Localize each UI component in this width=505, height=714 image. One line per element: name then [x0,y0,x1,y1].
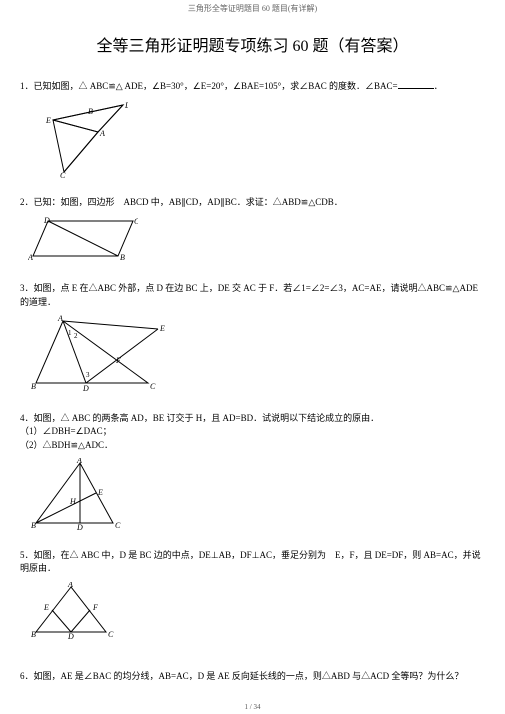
svg-text:A: A [57,315,63,323]
svg-text:B: B [88,107,93,116]
svg-text:F: F [115,356,121,365]
svg-text:B: B [31,382,36,391]
svg-text:D: D [124,101,128,110]
q5-figure: A B C D E F [28,582,485,645]
q5-text: 如图，在△ ABC 中，D 是 BC 边的中点，DE⊥AB，DF⊥AC，垂足分别… [20,550,481,574]
q4-num: 4． [20,413,34,423]
svg-text:E: E [45,116,51,125]
svg-text:E: E [159,324,165,333]
q4-text: 如图，△ ABC 的两条高 AD，BE 订交于 H，且 AD=BD．试说明以下结… [34,413,380,423]
q1-num: 1． [20,81,34,91]
question-5: 5．如图，在△ ABC 中，D 是 BC 边的中点，DE⊥AB，DF⊥AC，垂足… [20,549,485,645]
svg-text:E: E [97,488,103,497]
svg-text:A: A [76,458,82,465]
q3-num: 3． [20,283,34,293]
svg-text:1: 1 [68,329,72,337]
q1-text: 已知如图，△ ABC≌△ ADE，∠B=30°，∠E=20°，∠BAE=105°… [34,81,398,91]
q4-figure: A B D C E H [28,458,485,535]
q2-text: 已知：如图，四边形 ABCD 中，AB∥CD，AD∥BC．求证：△ABD≌△CD… [34,197,343,207]
q1-figure: A D E B C [28,100,485,183]
svg-text:B: B [31,630,36,639]
question-4: 4．如图，△ ABC 的两条高 AD，BE 订交于 H，且 AD=BD．试说明以… [20,412,485,535]
svg-text:A: A [99,129,105,138]
q2-num: 2． [20,197,34,207]
svg-text:2: 2 [74,332,78,340]
q1-suffix: ． [434,81,443,91]
q6-text: 如图，AE 是∠BAC 的均分线，AB=AC，D 是 AE 反向延长线的一点，则… [34,671,464,681]
svg-text:B: B [31,521,36,530]
svg-text:C: C [115,521,121,530]
svg-text:F: F [92,603,98,612]
page-footer: 1 / 34 [0,703,505,711]
question-3: 3．如图，点 E 在△ABC 外部，点 D 在边 BC 上，DE 交 AC 于 … [20,282,485,398]
q5-num: 5． [20,550,34,560]
svg-text:D: D [67,632,74,640]
q6-num: 6． [20,671,34,681]
svg-text:B: B [120,253,125,262]
q1-blank [398,88,434,89]
svg-text:D: D [43,216,50,225]
question-2: 2．已知：如图，四边形 ABCD 中，AB∥CD，AD∥BC．求证：△ABD≌△… [20,196,485,268]
svg-text:A: A [67,582,73,589]
svg-text:D: D [82,384,89,393]
svg-text:A: A [28,253,33,262]
q2-figure: D C A B [28,216,485,269]
svg-text:C: C [60,171,66,178]
svg-text:D: D [76,523,83,530]
page-title: 全等三角形证明题专项练习 60 题（有答案） [20,32,485,56]
svg-text:C: C [150,382,156,391]
page-header: 三角形全等证明题目 60 题目(有详解) [20,0,485,14]
question-1: 1．已知如图，△ ABC≌△ ADE，∠B=30°，∠E=20°，∠BAE=10… [20,80,485,182]
q3-text: 如图，点 E 在△ABC 外部，点 D 在边 BC 上，DE 交 AC 于 F．… [20,283,478,307]
question-6: 6．如图，AE 是∠BAC 的均分线，AB=AC，D 是 AE 反向延长线的一点… [20,670,485,684]
svg-text:C: C [134,217,138,226]
svg-text:3: 3 [86,371,90,379]
q4-sub2: （2）△BDH≌△ADC． [20,439,485,453]
svg-text:E: E [43,603,49,612]
svg-text:H: H [69,497,77,506]
q3-figure: A E B D C F 1 2 3 [28,315,485,398]
q4-sub1: （1）∠DBH=∠DAC； [20,425,485,439]
svg-text:C: C [108,630,114,639]
